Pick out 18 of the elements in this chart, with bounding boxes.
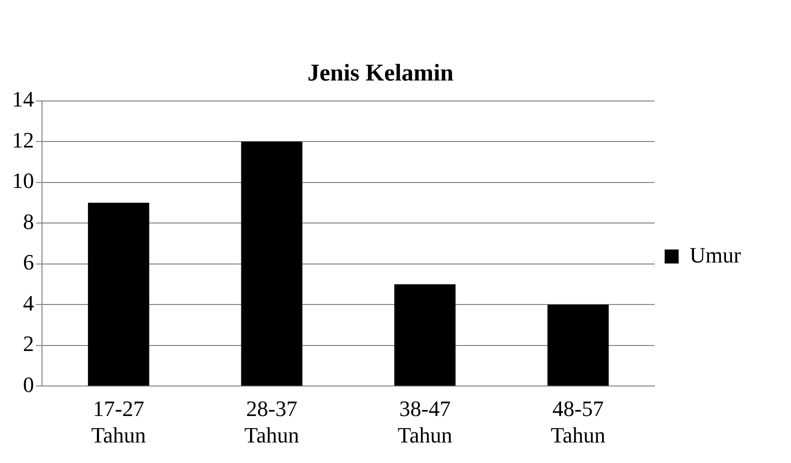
y-tick-label: 0 <box>23 372 34 397</box>
bar <box>241 142 302 386</box>
y-tick-label: 12 <box>12 127 34 152</box>
bar <box>394 284 456 386</box>
y-tick-label: 8 <box>23 208 34 234</box>
x-tick-label: 17-27 Tahun <box>91 396 146 448</box>
chart-title: Jenis Kelamin <box>307 60 454 87</box>
x-tick-label: 28-37 Tahun <box>244 396 300 448</box>
y-tick-label: 4 <box>23 290 34 316</box>
y-tick-label: 2 <box>23 331 34 356</box>
legend-label: Umur <box>690 242 742 268</box>
bar <box>88 202 150 386</box>
y-tick-label: 10 <box>12 168 34 194</box>
y-tick-label: 6 <box>23 250 34 275</box>
bar <box>547 304 609 386</box>
y-tick-label: 14 <box>12 86 34 112</box>
x-tick-label: 48-57 Tahun <box>550 396 606 448</box>
x-tick-label: 38-47 Tahun <box>398 396 452 448</box>
